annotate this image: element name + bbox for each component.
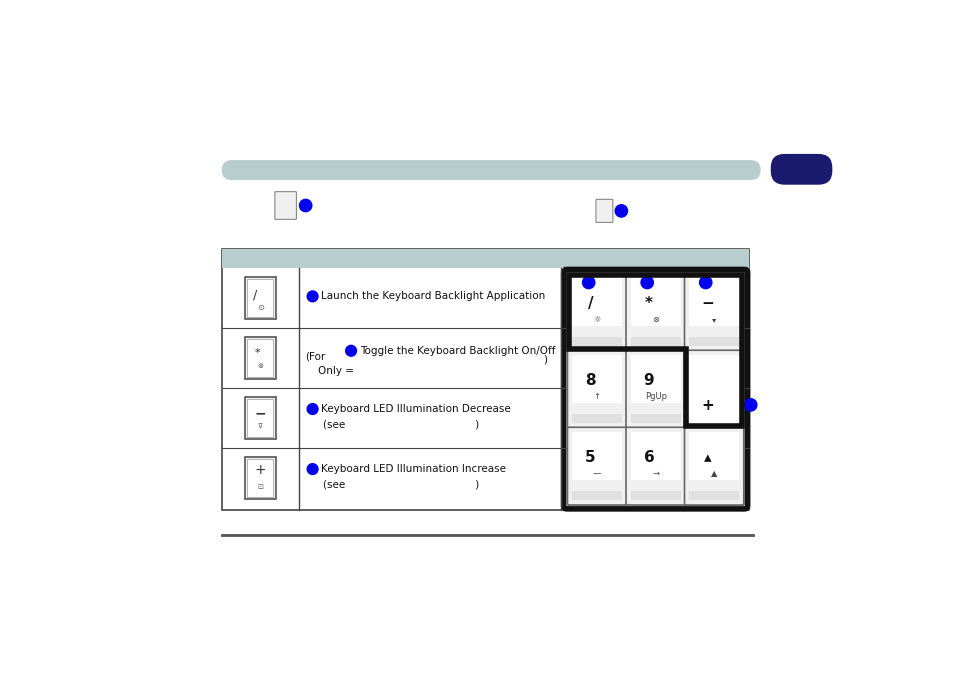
Bar — [630, 432, 679, 481]
Text: /: / — [253, 288, 257, 302]
Text: (For: (For — [305, 352, 325, 362]
Circle shape — [640, 277, 653, 289]
Bar — [572, 278, 621, 326]
Bar — [572, 415, 621, 423]
Circle shape — [582, 277, 595, 289]
Text: *: * — [644, 296, 652, 311]
FancyBboxPatch shape — [684, 350, 743, 505]
FancyBboxPatch shape — [684, 273, 743, 351]
Circle shape — [345, 345, 356, 356]
FancyBboxPatch shape — [221, 160, 760, 180]
Text: /: / — [587, 296, 593, 311]
FancyBboxPatch shape — [770, 154, 831, 184]
Text: 9: 9 — [643, 374, 654, 388]
Text: ⊡: ⊡ — [257, 485, 263, 491]
Text: −: − — [254, 406, 266, 421]
Circle shape — [307, 404, 317, 415]
Bar — [247, 459, 274, 497]
Bar — [245, 336, 275, 379]
Bar — [572, 491, 621, 501]
Bar — [630, 355, 679, 403]
Text: (see                                        ): (see ) — [323, 419, 479, 429]
Bar — [688, 432, 739, 481]
Circle shape — [299, 199, 312, 212]
Text: PgUp: PgUp — [644, 392, 666, 400]
Circle shape — [743, 398, 756, 411]
Bar — [630, 337, 679, 347]
Text: 8: 8 — [584, 374, 595, 388]
Bar — [688, 491, 739, 501]
FancyBboxPatch shape — [563, 269, 747, 509]
Circle shape — [307, 464, 317, 474]
Circle shape — [307, 291, 317, 302]
Bar — [247, 279, 274, 317]
Text: Keyboard LED Illumination Increase: Keyboard LED Illumination Increase — [321, 464, 505, 474]
FancyBboxPatch shape — [625, 350, 684, 428]
Bar — [630, 491, 679, 501]
Text: ▾: ▾ — [711, 315, 716, 324]
Text: Only =: Only = — [305, 366, 354, 376]
Bar — [688, 483, 739, 501]
Text: +: + — [254, 464, 266, 477]
Bar — [245, 457, 275, 499]
Bar — [688, 278, 739, 326]
Bar — [247, 399, 274, 437]
Text: 5: 5 — [584, 450, 595, 465]
Text: →: → — [652, 468, 659, 478]
FancyBboxPatch shape — [596, 199, 612, 223]
Text: −: − — [700, 296, 713, 311]
Text: ↑: ↑ — [593, 392, 600, 400]
FancyBboxPatch shape — [567, 427, 626, 505]
Bar — [630, 415, 679, 423]
Text: ⊙: ⊙ — [256, 303, 263, 312]
Bar — [247, 339, 274, 377]
Text: (see                                        ): (see ) — [323, 479, 479, 489]
Text: ): ) — [542, 355, 547, 365]
Text: —: — — [593, 468, 600, 478]
Bar — [245, 277, 275, 319]
Bar — [572, 432, 621, 481]
Text: 6: 6 — [643, 450, 654, 465]
Text: ⊗: ⊗ — [652, 315, 659, 324]
Text: Keyboard LED Illumination Decrease: Keyboard LED Illumination Decrease — [321, 404, 510, 414]
Text: ▲: ▲ — [710, 468, 717, 478]
Text: ▴: ▴ — [703, 450, 711, 465]
Text: *: * — [254, 349, 260, 358]
Bar — [688, 337, 739, 347]
FancyBboxPatch shape — [625, 427, 684, 505]
Text: ⊗: ⊗ — [257, 363, 263, 369]
Text: ⊽: ⊽ — [257, 423, 262, 429]
Bar — [688, 355, 739, 454]
Bar — [245, 397, 275, 439]
FancyBboxPatch shape — [567, 273, 626, 351]
Bar — [221, 248, 748, 268]
Text: ☼: ☼ — [593, 315, 600, 324]
Text: Toggle the Keyboard Backlight On/Off: Toggle the Keyboard Backlight On/Off — [359, 346, 555, 356]
FancyBboxPatch shape — [567, 350, 626, 428]
Bar — [630, 278, 679, 326]
Bar — [221, 248, 748, 510]
FancyBboxPatch shape — [684, 427, 743, 505]
FancyBboxPatch shape — [625, 273, 684, 351]
Bar — [572, 337, 621, 347]
Text: Launch the Keyboard Backlight Application: Launch the Keyboard Backlight Applicatio… — [321, 291, 545, 302]
Circle shape — [699, 277, 711, 289]
Text: +: + — [700, 398, 713, 413]
Circle shape — [615, 205, 627, 217]
FancyBboxPatch shape — [274, 192, 296, 219]
Bar — [572, 355, 621, 403]
